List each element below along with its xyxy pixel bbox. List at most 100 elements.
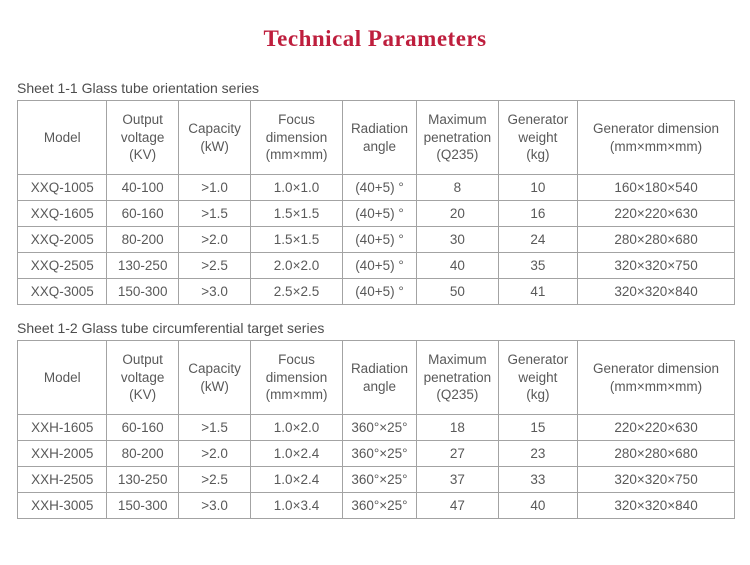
table-cell: >2.0 <box>177 226 252 253</box>
table-cell: XXQ-2005 <box>16 226 108 253</box>
table-cell: 35 <box>497 252 579 279</box>
table-cell: 220×220×630 <box>577 200 735 227</box>
header-row: Model Output voltage (KV) Capacity (kW) … <box>16 340 735 415</box>
table-row: XXQ-2505 130-250 >2.5 2.0×2.0 (40+5) ° 4… <box>16 252 735 279</box>
column-header-focus-dimension: Focus dimension (mm×mm) <box>250 340 343 415</box>
table-caption-sheet-1-2: Sheet 1-2 Glass tube circumferential tar… <box>17 320 325 336</box>
table-cell: 320×320×840 <box>577 278 735 305</box>
column-header-output-voltage: Output voltage (KV) <box>106 340 179 415</box>
table-cell: 150-300 <box>106 492 179 519</box>
table-cell: 1.0×2.0 <box>250 414 343 441</box>
table-cell: XXH-3005 <box>16 492 108 519</box>
column-header-model: Model <box>16 100 108 175</box>
column-header-generator-dimension: Generator dimension (mm×mm×mm) <box>577 100 735 175</box>
page-title: Technical Parameters <box>263 26 487 51</box>
spec-table-sheet-1-1: Model Output voltage (KV) Capacity (kW) … <box>16 100 735 305</box>
table-cell: >1.0 <box>177 174 252 201</box>
table-cell: 37 <box>416 466 499 493</box>
table-cell: 16 <box>497 200 579 227</box>
table-cell: XXQ-3005 <box>16 278 108 305</box>
table-cell: XXQ-2505 <box>16 252 108 279</box>
table-cell: 60-160 <box>106 200 179 227</box>
table-cell: 2.5×2.5 <box>250 278 343 305</box>
table-cell: 47 <box>416 492 499 519</box>
column-header-model: Model <box>16 340 108 415</box>
table-cell: 60-160 <box>106 414 179 441</box>
table-cell: 320×320×840 <box>577 492 735 519</box>
table-caption-sheet-1-1: Sheet 1-1 Glass tube orientation series <box>17 80 260 96</box>
spec-table-sheet-1-2: Model Output voltage (KV) Capacity (kW) … <box>16 340 735 519</box>
table-cell: (40+5) ° <box>341 200 418 227</box>
table-cell: >2.0 <box>177 440 252 467</box>
column-header-output-voltage: Output voltage (KV) <box>106 100 179 175</box>
table-cell: >2.5 <box>177 252 252 279</box>
table-cell: 220×220×630 <box>577 414 735 441</box>
table-row: XXH-2005 80-200 >2.0 1.0×2.4 360°×25° 27… <box>16 440 735 467</box>
table-cell: 33 <box>497 466 579 493</box>
table-cell: 40 <box>497 492 579 519</box>
table-cell: >2.5 <box>177 466 252 493</box>
table-cell: (40+5) ° <box>341 174 418 201</box>
table-cell: 1.5×1.5 <box>250 200 343 227</box>
table-cell: >1.5 <box>177 414 252 441</box>
table-row: XXQ-2005 80-200 >2.0 1.5×1.5 (40+5) ° 30… <box>16 226 735 253</box>
table-cell: 24 <box>497 226 579 253</box>
table-row: XXH-3005 150-300 >3.0 1.0×3.4 360°×25° 4… <box>16 492 735 519</box>
table-cell: (40+5) ° <box>341 278 418 305</box>
table-cell: >3.0 <box>177 278 252 305</box>
table-cell: 130-250 <box>106 252 179 279</box>
column-header-generator-dimension: Generator dimension (mm×mm×mm) <box>577 340 735 415</box>
table-cell: 360°×25° <box>341 440 418 467</box>
table-cell: >3.0 <box>177 492 252 519</box>
table-cell: 27 <box>416 440 499 467</box>
table-cell: 20 <box>416 200 499 227</box>
table-cell: 280×280×680 <box>577 226 735 253</box>
table-cell: 23 <box>497 440 579 467</box>
header-row: Model Output voltage (KV) Capacity (kW) … <box>16 100 735 175</box>
table-cell: 360°×25° <box>341 414 418 441</box>
table-cell: 150-300 <box>106 278 179 305</box>
table-cell: 360°×25° <box>341 466 418 493</box>
column-header-capacity: Capacity (kW) <box>177 100 252 175</box>
table-cell: >1.5 <box>177 200 252 227</box>
column-header-maximum-penetration: Maximum penetration (Q235) <box>416 340 499 415</box>
table-cell: 8 <box>416 174 499 201</box>
column-header-generator-weight: Generator weight (kg) <box>497 100 579 175</box>
table-row: XXH-2505 130-250 >2.5 1.0×2.4 360°×25° 3… <box>16 466 735 493</box>
table-cell: 10 <box>497 174 579 201</box>
table-cell: 1.0×1.0 <box>250 174 343 201</box>
table-cell: XXQ-1005 <box>16 174 108 201</box>
table-cell: (40+5) ° <box>341 252 418 279</box>
column-header-capacity: Capacity (kW) <box>177 340 252 415</box>
table-cell: 80-200 <box>106 226 179 253</box>
table-cell: 1.0×2.4 <box>250 466 343 493</box>
table-cell: XXH-1605 <box>16 414 108 441</box>
table-cell: 1.0×3.4 <box>250 492 343 519</box>
table-cell: XXQ-1605 <box>16 200 108 227</box>
table-cell: 130-250 <box>106 466 179 493</box>
table-cell: 360°×25° <box>341 492 418 519</box>
column-header-focus-dimension: Focus dimension (mm×mm) <box>250 100 343 175</box>
column-header-generator-weight: Generator weight (kg) <box>497 340 579 415</box>
table-cell: 1.0×2.4 <box>250 440 343 467</box>
table-cell: 280×280×680 <box>577 440 735 467</box>
table-cell: 1.5×1.5 <box>250 226 343 253</box>
table-row: XXQ-1605 60-160 >1.5 1.5×1.5 (40+5) ° 20… <box>16 200 735 227</box>
table-cell: 320×320×750 <box>577 466 735 493</box>
table-cell: 50 <box>416 278 499 305</box>
column-header-radiation-angle: Radiation angle <box>341 340 418 415</box>
table-cell: 40 <box>416 252 499 279</box>
table-cell: 160×180×540 <box>577 174 735 201</box>
table-cell: 30 <box>416 226 499 253</box>
table-cell: 40-100 <box>106 174 179 201</box>
column-header-radiation-angle: Radiation angle <box>341 100 418 175</box>
table-cell: 41 <box>497 278 579 305</box>
table-cell: 15 <box>497 414 579 441</box>
table-row: XXQ-3005 150-300 >3.0 2.5×2.5 (40+5) ° 5… <box>16 278 735 305</box>
table-cell: 320×320×750 <box>577 252 735 279</box>
page: Technical Parameters Sheet 1-1 Glass tub… <box>0 26 750 565</box>
table-cell: 18 <box>416 414 499 441</box>
table-row: XXQ-1005 40-100 >1.0 1.0×1.0 (40+5) ° 8 … <box>16 174 735 201</box>
table-row: XXH-1605 60-160 >1.5 1.0×2.0 360°×25° 18… <box>16 414 735 441</box>
table-cell: 2.0×2.0 <box>250 252 343 279</box>
